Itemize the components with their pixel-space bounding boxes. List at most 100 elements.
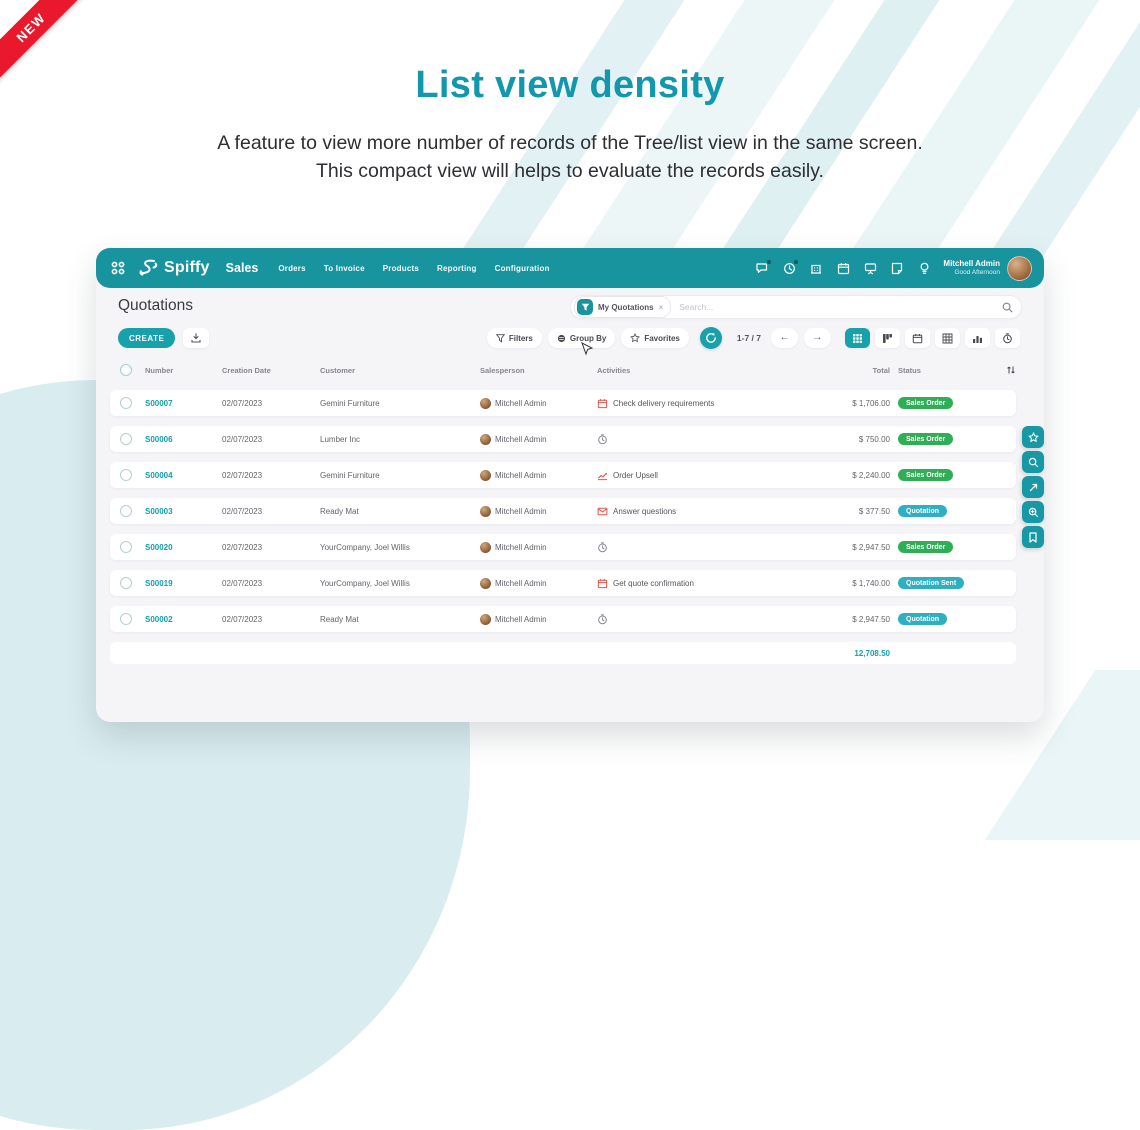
facet-remove-icon[interactable]: × [658, 302, 664, 312]
header-creation-date[interactable]: Creation Date [222, 365, 271, 375]
table-row[interactable]: S00007 02/07/2023 Gemini Furniture Mitch… [110, 390, 1016, 416]
row-checkbox[interactable] [120, 469, 132, 481]
header-icons [755, 259, 931, 275]
order-number-link[interactable]: S00006 [145, 434, 173, 444]
salesperson-name: Mitchell Admin [495, 614, 547, 624]
activity-chart-icon [597, 472, 608, 480]
order-number-link[interactable]: S00020 [145, 542, 173, 552]
total-amount: $ 377.50 [858, 506, 890, 516]
order-number-link[interactable]: S00007 [145, 398, 173, 408]
menu-item[interactable]: Products [382, 263, 420, 273]
refresh-icon [706, 332, 716, 343]
table-row[interactable]: S00020 02/07/2023 YourCompany, Joel Will… [110, 534, 1016, 560]
calendar-view-button[interactable] [905, 328, 930, 348]
favorite-tool-button[interactable] [1022, 426, 1044, 448]
export-button[interactable] [183, 328, 210, 348]
group-by-button[interactable]: Group By [547, 328, 616, 348]
search-bar[interactable]: My Quotations × [570, 295, 1022, 319]
pivot-view-button[interactable] [935, 328, 960, 348]
order-number-link[interactable]: S00004 [145, 470, 173, 480]
tips-icon[interactable] [917, 261, 931, 275]
row-checkbox[interactable] [120, 433, 132, 445]
prev-page-button[interactable]: ← [771, 328, 798, 348]
header-activities[interactable]: Activities [597, 366, 790, 375]
order-number-link[interactable]: S00002 [145, 614, 173, 624]
kanban-view-icon [883, 333, 892, 343]
kanban-view-button[interactable] [875, 328, 900, 348]
activity-cell[interactable]: Order Upsell [597, 470, 790, 481]
table-row[interactable]: S00003 02/07/2023 Ready Mat Mitchell Adm… [110, 498, 1016, 524]
search-tool-button[interactable] [1022, 451, 1044, 473]
apps-grid-icon[interactable] [108, 258, 128, 278]
calendar-icon[interactable] [836, 261, 850, 275]
enterprise-icon[interactable] [809, 261, 823, 275]
menu-item[interactable]: Configuration [494, 263, 550, 273]
activities-icon[interactable] [782, 259, 800, 275]
activity-view-icon [1003, 332, 1012, 343]
table-row[interactable]: S00002 02/07/2023 Ready Mat Mitchell Adm… [110, 606, 1016, 632]
create-button[interactable]: CREATE [118, 328, 176, 348]
activity-cell[interactable]: Check delivery requirements [597, 398, 790, 409]
favorites-button[interactable]: Favorites [621, 328, 689, 348]
user-info[interactable]: Mitchell Admin Good Afternoon [943, 259, 1000, 277]
customer-name: YourCompany, Joel Willis [320, 542, 410, 552]
logo-text: Spiffy [164, 259, 210, 276]
messages-icon[interactable] [755, 259, 773, 275]
spiffy-logo[interactable]: Spiffy [136, 257, 210, 279]
subtitle-line1: A feature to view more number of records… [217, 132, 923, 154]
row-checkbox[interactable] [120, 505, 132, 517]
header-total[interactable]: Total [872, 365, 890, 375]
customer-name: Gemini Furniture [320, 398, 380, 408]
list-view-icon [853, 333, 862, 343]
current-app-name[interactable]: Sales [225, 261, 259, 275]
menu-item[interactable]: To Invoice [323, 263, 365, 273]
bookmark-tool-button[interactable] [1022, 526, 1044, 548]
menu-item[interactable]: Orders [278, 263, 306, 273]
search-input[interactable] [671, 302, 1002, 312]
notes-icon[interactable] [890, 261, 904, 275]
salesperson-name: Mitchell Admin [495, 578, 547, 588]
activity-cell[interactable] [597, 541, 790, 553]
creation-date: 02/07/2023 [222, 470, 263, 480]
activity-cell[interactable] [597, 613, 790, 625]
list-view-button[interactable] [845, 328, 870, 348]
next-page-button[interactable]: → [804, 328, 831, 348]
filters-button[interactable]: Filters [486, 328, 542, 348]
expand-tool-button[interactable] [1022, 476, 1044, 498]
order-number-link[interactable]: S00003 [145, 506, 173, 516]
header-salesperson[interactable]: Salesperson [480, 365, 525, 375]
breadcrumb[interactable]: Quotations [118, 297, 193, 314]
menu-item[interactable]: Reporting [437, 263, 477, 273]
row-checkbox[interactable] [120, 397, 132, 409]
activity-cell[interactable] [597, 433, 790, 445]
badge-dot [793, 259, 800, 265]
order-number-link[interactable]: S00019 [145, 578, 173, 588]
total-amount: $ 2,947.50 [852, 542, 890, 552]
total-amount: $ 2,947.50 [852, 614, 890, 624]
zoom-tool-button[interactable] [1022, 501, 1044, 523]
announcement-icon[interactable] [863, 261, 877, 275]
search-facet[interactable]: My Quotations × [574, 296, 672, 318]
customer-name: Lumber Inc [320, 434, 361, 444]
table-header-row: Number Creation Date Customer Salesperso… [110, 360, 1016, 380]
column-settings-icon[interactable] [1006, 365, 1016, 375]
status-badge: Quotation Sent [898, 577, 965, 589]
table-row[interactable]: S00019 02/07/2023 YourCompany, Joel Will… [110, 570, 1016, 596]
row-checkbox[interactable] [120, 577, 132, 589]
header-status[interactable]: Status [898, 365, 921, 375]
row-checkbox[interactable] [120, 613, 132, 625]
header-customer[interactable]: Customer [320, 365, 356, 375]
user-avatar[interactable] [1007, 255, 1032, 281]
refresh-button[interactable] [699, 327, 722, 349]
spiffy-logo-icon [139, 259, 158, 276]
activity-cell[interactable]: Answer questions [597, 506, 790, 517]
table-row[interactable]: S00004 02/07/2023 Gemini Furniture Mitch… [110, 462, 1016, 488]
star-icon [1027, 431, 1039, 442]
header-number[interactable]: Number [145, 365, 174, 375]
graph-view-button[interactable] [965, 328, 990, 348]
activity-cell[interactable]: Get quote confirmation [597, 578, 790, 589]
activity-view-button[interactable] [995, 328, 1020, 348]
select-all-checkbox[interactable] [120, 364, 132, 376]
table-row[interactable]: S00006 02/07/2023 Lumber Inc Mitchell Ad… [110, 426, 1016, 452]
row-checkbox[interactable] [120, 541, 132, 553]
